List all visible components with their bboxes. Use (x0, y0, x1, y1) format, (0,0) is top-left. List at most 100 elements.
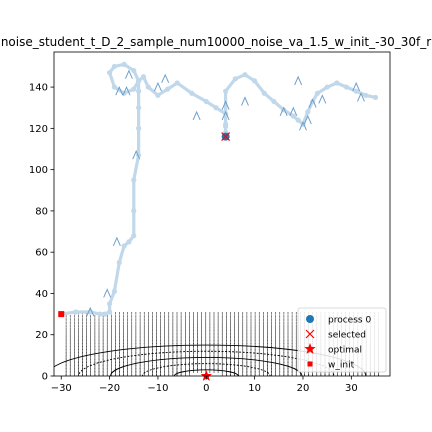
trajectory-point (372, 94, 379, 101)
trajectory-point (136, 78, 142, 84)
trajectory-point (232, 76, 238, 82)
direction-arrow (221, 100, 230, 110)
legend-label: w_init (328, 361, 355, 371)
trajectory-point (353, 88, 359, 94)
trajectory-point (97, 311, 103, 317)
trajectory-point (111, 84, 118, 90)
trajectory-point (102, 311, 108, 317)
direction-arrow (86, 306, 95, 317)
direction-arrow (279, 106, 288, 117)
trajectory-point (145, 84, 151, 90)
x-tick-label: −30 (51, 383, 72, 394)
trajectory-point (334, 80, 340, 86)
trajectory (58, 61, 379, 317)
legend-marker (304, 343, 316, 354)
trajectory-point (314, 90, 321, 96)
legend-marker (307, 361, 313, 367)
trajectory-point (155, 92, 161, 98)
trajectory-point (261, 90, 267, 96)
direction-arrow (357, 92, 365, 102)
legend-label: process 0 (328, 316, 371, 326)
y-tick-label: 100 (29, 165, 48, 176)
trajectory-point (136, 105, 142, 111)
trajectory-point (343, 84, 350, 90)
trajectory-point (324, 84, 330, 90)
y-tick-label: 140 (29, 83, 48, 94)
trajectory-point (165, 86, 171, 92)
trajectory-point (106, 309, 113, 315)
trajectory-point (140, 74, 147, 80)
trajectory-point (111, 63, 118, 70)
trajectory-line (59, 62, 378, 316)
trajectory-point (223, 88, 229, 94)
legend: process 0 selected optimal w_init (297, 307, 387, 373)
legend-box (297, 307, 387, 373)
direction-arrow (294, 75, 303, 86)
x-tick-label: 10 (248, 383, 261, 394)
direction-arrow (308, 98, 317, 108)
trajectory-point (174, 80, 180, 86)
chart-title: noise_student_t_D_2_sample_num10000_nois… (1, 35, 431, 49)
trajectory-point (131, 233, 137, 239)
direction-arrow (124, 69, 133, 79)
trajectory-point (116, 259, 122, 266)
direction-arrow (153, 81, 162, 92)
direction-arrow (299, 121, 307, 131)
legend-label: selected (328, 331, 366, 341)
y-tick-label: 40 (35, 289, 48, 300)
trajectory-point (189, 90, 195, 96)
trajectory-point (136, 125, 142, 131)
direction-arrow (221, 110, 230, 121)
trajectory-point (136, 88, 142, 94)
direction-arrow (352, 81, 361, 92)
direction-arrow (161, 73, 170, 84)
trajectory-point (242, 72, 248, 78)
legend-marker (305, 329, 315, 339)
trajectory-point (106, 70, 113, 76)
trajectory-point (131, 86, 137, 92)
plot-frame (53, 51, 391, 377)
x-tick-label: 20 (297, 383, 310, 394)
y-axis: 0 20 40 60 80 100 120 140 (29, 83, 54, 383)
y-tick-label: 60 (35, 248, 48, 259)
direction-arrow (122, 85, 131, 96)
trajectory-point (73, 309, 79, 315)
markers (58, 132, 231, 381)
w_init-marker (58, 311, 65, 318)
x-tick-label: 30 (345, 383, 358, 394)
legend-label: optimal (328, 346, 362, 356)
contour-ring (173, 369, 239, 376)
contour-ring (110, 356, 303, 376)
trajectory-point (271, 98, 277, 105)
trajectory-point (203, 98, 209, 105)
trajectory-point (305, 109, 311, 115)
y-tick-label: 80 (35, 206, 48, 217)
trajectory-point (290, 113, 296, 119)
optimal-marker (200, 370, 212, 381)
trajectory-point (363, 92, 369, 98)
x-axis: −30 −20 −10 0 10 20 30 (51, 376, 358, 394)
direction-arrow (115, 85, 124, 96)
x-tick-label: 0 (203, 383, 209, 394)
trajectory-point (223, 123, 229, 129)
trajectory-point (295, 117, 301, 123)
y-tick-label: 20 (35, 330, 48, 341)
trajectory-point (131, 177, 137, 183)
trajectory-point (252, 78, 258, 84)
direction-arrow (112, 236, 121, 247)
trajectory-point (131, 67, 137, 74)
trajectory-point (131, 208, 137, 214)
legend-marker (306, 315, 314, 323)
trajectory-point (121, 61, 127, 67)
trajectory-point (126, 239, 132, 245)
direction-arrows (86, 69, 365, 317)
direction-arrow (303, 114, 312, 125)
y-tick-label: 120 (29, 124, 48, 135)
contour-ring (54, 344, 367, 376)
direction-arrow (103, 288, 112, 298)
x-tick-label: −20 (99, 383, 120, 394)
trajectory-point (213, 105, 219, 111)
direction-arrow (132, 149, 141, 160)
trajectory-point (111, 288, 118, 294)
